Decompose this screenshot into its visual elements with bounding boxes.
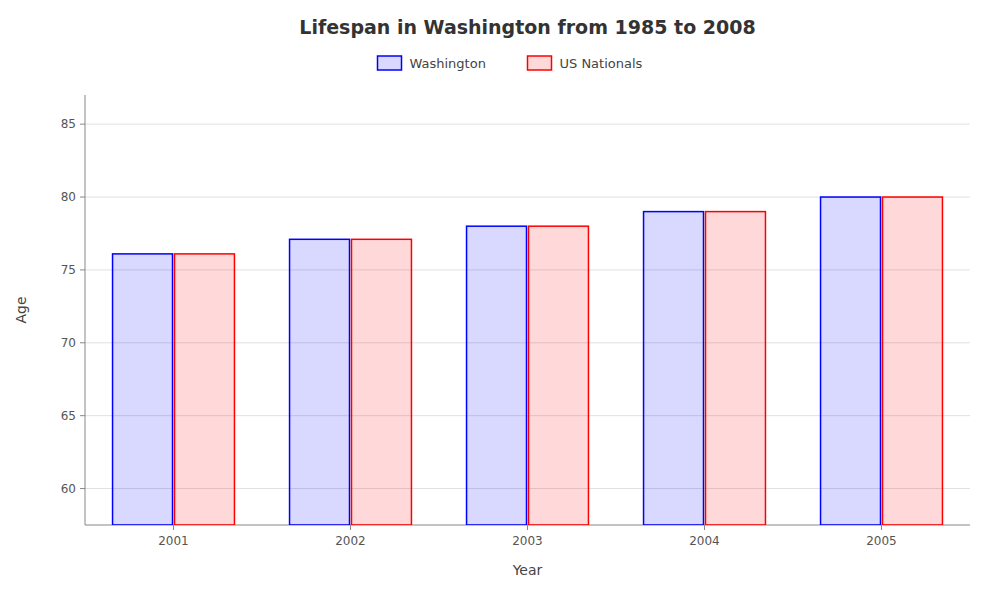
x-tick-label: 2001: [158, 534, 189, 548]
y-tick: [80, 197, 85, 198]
y-tick-label: 75: [61, 263, 76, 277]
y-tick: [80, 269, 85, 270]
y-tick-label: 80: [61, 190, 76, 204]
x-tick: [173, 525, 174, 530]
x-tick: [350, 525, 351, 530]
bar: [883, 197, 943, 525]
x-tick-label: 2005: [866, 534, 897, 548]
bar: [706, 212, 766, 525]
legend-label: Washington: [410, 56, 486, 71]
bar: [290, 239, 350, 525]
x-tick-label: 2002: [335, 534, 366, 548]
bar: [352, 239, 412, 525]
y-tick-label: 85: [61, 117, 76, 131]
bar: [467, 226, 527, 525]
series: [175, 197, 943, 525]
y-tick-label: 65: [61, 409, 76, 423]
y-tick: [80, 415, 85, 416]
y-tick: [80, 342, 85, 343]
y-tick: [80, 488, 85, 489]
grid-line: [85, 124, 970, 125]
chart-svg: 60 65 70 75 80 85 2001 2002 2003 2004 2005 Lifespan…: [0, 0, 1000, 600]
legend-swatch: [528, 56, 552, 70]
y-axis: 60 65 70 75 80 85: [61, 95, 85, 525]
series: [113, 197, 881, 525]
bar: [644, 212, 704, 525]
y-axis-label: Age: [13, 296, 29, 323]
y-tick-label: 60: [61, 482, 76, 496]
bars: [113, 197, 943, 525]
bar: [113, 254, 173, 525]
x-tick-label: 2004: [689, 534, 720, 548]
bar: [529, 226, 589, 525]
legend: Washington US Nationals: [378, 56, 643, 71]
title: Lifespan in Washington from 1985 to 2008: [299, 16, 755, 38]
x-tick: [527, 525, 528, 530]
x-axis-label: Year: [512, 562, 543, 578]
y-tick: [80, 124, 85, 125]
legend-label: US Nationals: [560, 56, 643, 71]
x-axis: 2001 2002 2003 2004 2005: [85, 525, 970, 548]
bar: [821, 197, 881, 525]
chart-container: 60 65 70 75 80 85 2001 2002 2003 2004 2005 Lifespan…: [0, 0, 1000, 600]
legend-swatch: [378, 56, 402, 70]
bar: [175, 254, 235, 525]
x-tick: [881, 525, 882, 530]
y-tick-label: 70: [61, 336, 76, 350]
y-axis-line: [85, 95, 86, 525]
x-tick: [704, 525, 705, 530]
x-tick-label: 2003: [512, 534, 543, 548]
